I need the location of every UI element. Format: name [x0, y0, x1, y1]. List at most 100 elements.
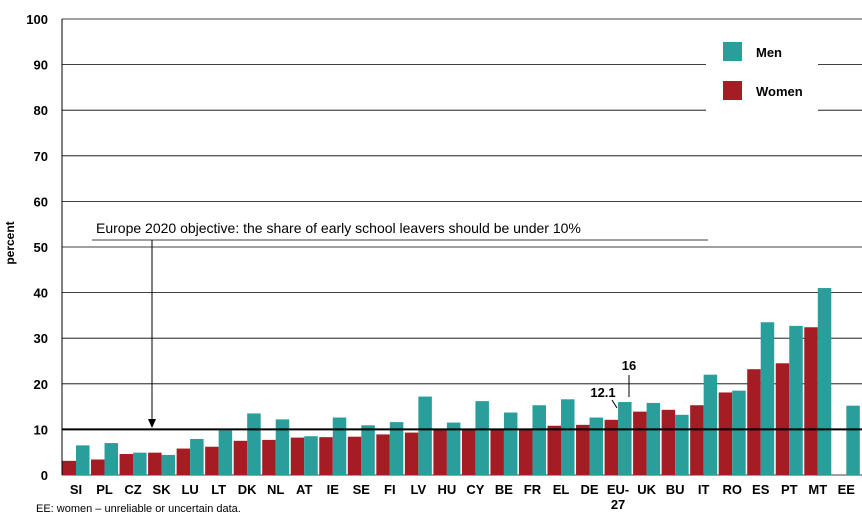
x-tick-FI: FI: [384, 482, 396, 497]
data-label-men-eu27: 16: [622, 358, 636, 373]
x-tick-NL: NL: [267, 482, 284, 497]
bar-men-BU: [675, 414, 689, 475]
bar-women-MT: [804, 327, 818, 475]
bar-men-FI: [389, 422, 404, 475]
bar-women-SE: [347, 436, 362, 475]
x-tick-SK: SK: [153, 482, 172, 497]
x-tick-PT: PT: [781, 482, 798, 497]
y-tick-40: 40: [34, 286, 48, 301]
bar-men-LT: [218, 430, 233, 475]
objective-arrow-head: [148, 419, 156, 428]
bar-women-LU: [176, 448, 191, 475]
bar-women-DE: [576, 424, 590, 475]
bar-women-FI: [376, 434, 390, 475]
x-tick-DE: DE: [581, 482, 599, 497]
y-tick-0: 0: [41, 468, 48, 483]
x-tick-FR: FR: [524, 482, 542, 497]
x-tick-IT: IT: [698, 482, 710, 497]
bar-women-PT: [775, 363, 790, 475]
x-tick-UK: UK: [637, 482, 656, 497]
x-tick-RO: RO: [722, 482, 742, 497]
bar-women-PL: [91, 459, 105, 475]
y-tick-30: 30: [34, 331, 48, 346]
bar-women-NL: [262, 439, 276, 475]
bar-men-SE: [361, 425, 375, 475]
bar-women-HU: [433, 429, 447, 475]
bar-women-LV: [404, 432, 419, 475]
bar-men-FR: [532, 405, 546, 475]
bar-men-EL: [561, 399, 575, 475]
x-tick-IE: IE: [327, 482, 340, 497]
x-tick-LV: LV: [411, 482, 427, 497]
bar-men-RO: [732, 390, 746, 475]
bar-men-UK: [646, 402, 661, 475]
bar-women-CY: [461, 429, 476, 475]
data-label-women-eu27: 12.1: [590, 385, 615, 400]
bar-men-SK: [161, 454, 176, 475]
y-tick-50: 50: [34, 240, 48, 255]
bar-men-PL: [104, 443, 119, 475]
x-tick-CY: CY: [466, 482, 484, 497]
objective-annotation: Europe 2020 objective: the share of earl…: [92, 220, 708, 428]
legend-bg: [706, 30, 818, 116]
x-tick-PL: PL: [96, 482, 113, 497]
x-tick-BU: BU: [666, 482, 685, 497]
x-tick-ES: ES: [752, 482, 770, 497]
x-tick-SE: SE: [353, 482, 371, 497]
bar-women-FR: [518, 428, 533, 475]
bar-men-AT: [304, 436, 318, 475]
eu27-data-labels: 12.1 16: [590, 358, 636, 409]
x-axis-categories: SI PL CZ SK LU LT DK NL AT IE SE FI LV HU CY BE FR EL DE EU…: [70, 482, 855, 512]
legend-women-swatch: [723, 81, 742, 100]
bar-women-AT: [290, 437, 305, 475]
objective-text: Europe 2020 objective: the share of earl…: [96, 220, 581, 236]
y-tick-10: 10: [34, 422, 48, 437]
bar-women-CZ: [119, 454, 134, 475]
bar-women-IT: [690, 405, 704, 475]
legend-men-swatch: [723, 42, 742, 61]
footnote: EE: women – unreliable or uncertain data…: [36, 503, 241, 515]
y-axis-ticks: 0 10 20 30 40 50 60 70 80 90 100: [26, 12, 48, 483]
y-tick-80: 80: [34, 103, 48, 118]
y-tick-60: 60: [34, 194, 48, 209]
bar-men-PT: [789, 325, 803, 475]
bar-men-EU-27: [618, 402, 632, 475]
bar-men-CZ: [133, 452, 147, 475]
bar-women-BE: [490, 429, 504, 475]
bar-women-UK: [633, 411, 647, 475]
legend-women-label: Women: [756, 84, 803, 99]
x-tick-SI: SI: [70, 482, 82, 497]
bar-men-LV: [418, 396, 432, 475]
bar-women-EL: [547, 425, 562, 475]
bar-men-ES: [760, 322, 775, 475]
bar-men-EE: [846, 405, 860, 475]
x-tick-BE: BE: [495, 482, 513, 497]
y-tick-100: 100: [26, 12, 48, 27]
bar-men-LU: [190, 438, 204, 475]
y-axis-label: percent: [3, 221, 17, 264]
legend: Men Women: [706, 30, 818, 116]
bar-women-SI: [62, 460, 76, 475]
bar-men-DK: [247, 413, 261, 475]
bar-women-RO: [718, 392, 733, 475]
y-tick-90: 90: [34, 58, 48, 73]
bar-men-BE: [503, 412, 518, 475]
x-tick-DK: DK: [238, 482, 257, 497]
x-tick-MT: MT: [808, 482, 827, 497]
bar-women-ES: [747, 369, 761, 475]
bar-women-IE: [319, 437, 333, 475]
x-tick-LT: LT: [211, 482, 226, 497]
bar-men-SI: [76, 445, 90, 475]
bar-men-DE: [589, 417, 604, 475]
bar-men-NL: [275, 419, 290, 475]
x-tick-EU-27: EU-27: [607, 482, 629, 512]
bar-women-SK: [148, 452, 162, 475]
y-tick-20: 20: [34, 377, 48, 392]
bar-women-LT: [205, 446, 219, 475]
bar-women-BU: [661, 409, 676, 475]
y-tick-70: 70: [34, 149, 48, 164]
x-tick-EL: EL: [553, 482, 570, 497]
bar-men-MT: [817, 288, 832, 475]
x-tick-HU: HU: [437, 482, 456, 497]
